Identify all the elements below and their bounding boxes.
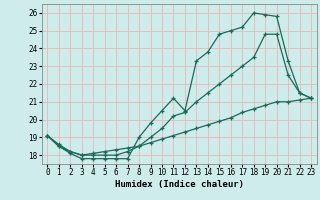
X-axis label: Humidex (Indice chaleur): Humidex (Indice chaleur)	[115, 180, 244, 189]
